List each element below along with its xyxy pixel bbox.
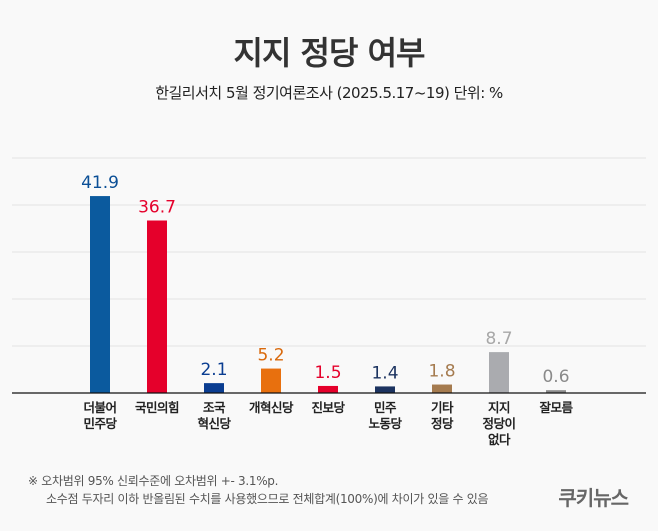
category-label: 민주당	[83, 416, 117, 431]
bar	[546, 390, 566, 393]
bar	[204, 383, 224, 393]
bar	[375, 386, 395, 393]
data-label: 1.5	[314, 363, 341, 383]
bar	[432, 384, 452, 393]
bar	[261, 368, 281, 393]
category-label: 없다	[488, 432, 511, 447]
kukinews-logo: 쿠키뉴스	[558, 486, 629, 510]
bar	[318, 385, 338, 393]
category-label: 노동당	[368, 416, 402, 431]
data-label: 8.7	[485, 329, 512, 349]
category-label: 국민의힘	[135, 400, 179, 415]
data-label: 0.6	[542, 367, 569, 387]
category-label: 개혁신당	[249, 400, 294, 415]
category-label: 잘모름	[539, 400, 573, 415]
data-label: 2.1	[200, 360, 227, 380]
chart-title: 지지 정당 여부	[233, 34, 426, 72]
data-label: 41.9	[81, 173, 119, 193]
category-label: 더불어	[83, 400, 116, 415]
footnote-rounding: 소수점 두자리 이하 반올림된 수치를 사용했으므로 전체합계(100%)에 차…	[46, 492, 489, 506]
data-label: 5.2	[257, 346, 284, 366]
category-label: 정당이	[482, 416, 515, 431]
data-label: 1.8	[428, 362, 455, 382]
bar	[90, 196, 110, 393]
category-label: 진보당	[311, 400, 345, 415]
data-label: 36.7	[138, 198, 176, 218]
category-label: 기타	[431, 400, 454, 415]
category-label: 정당	[431, 416, 454, 431]
chart-subtitle: 한길리서치 5월 정기여론조사 (2025.5.17~19) 단위: %	[155, 84, 503, 102]
category-label: 혁신당	[197, 416, 231, 431]
footnote-margin-of-error: ※ 오차범위 95% 신뢰수준에 오차범위 +- 3.1%p.	[28, 474, 279, 488]
data-label: 1.4	[371, 363, 398, 383]
category-label: 조국	[203, 400, 226, 415]
category-label: 지지	[488, 400, 510, 415]
bar	[147, 220, 167, 393]
bar	[489, 352, 509, 393]
category-label: 민주	[374, 400, 397, 415]
